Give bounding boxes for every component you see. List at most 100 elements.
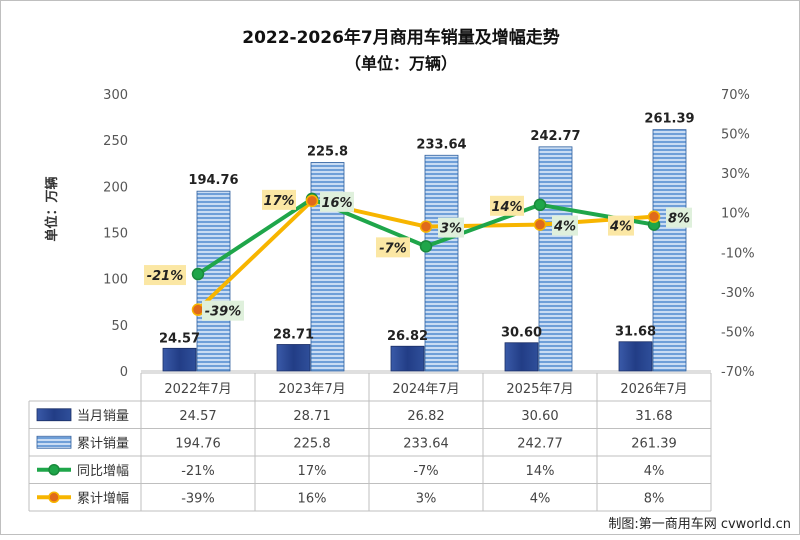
category-label: 2025年7月: [506, 382, 573, 397]
cumulative-bar: [652, 129, 687, 372]
data-labels: 24.57 194.76 28.71 225.8 26.82 233.64 30.60 242…: [144, 112, 695, 346]
y-tick-label: 200: [103, 180, 128, 195]
chart-subtitle: （单位：万辆）: [345, 54, 457, 73]
cumulative-growth-marker: [419, 220, 433, 233]
cumulative-bar: [538, 146, 573, 372]
yoy-growth-label: 17%: [263, 194, 294, 209]
chart-title: 2022-2026年7月商用车销量及增幅走势: [242, 27, 560, 48]
monthly-bar: [618, 341, 653, 372]
monthly-bar: [504, 342, 539, 372]
y-tick-label: 300: [103, 88, 128, 103]
table-cell: 261.39: [631, 436, 677, 451]
yoy-growth-marker: [191, 267, 205, 281]
yoy-growth-label: -7%: [379, 241, 406, 256]
yoy-growth-label: 4%: [609, 220, 632, 235]
y2-tick-label: 70%: [721, 88, 750, 103]
table-cell: 233.64: [403, 436, 449, 451]
monthly-bar: [276, 344, 311, 372]
table-cell: 242.77: [517, 436, 563, 451]
legend-label: 累计销量: [77, 436, 129, 451]
cumulative-bar: [424, 154, 459, 372]
cumulative-value-label: 261.39: [644, 112, 694, 127]
yoy-growth-label-bg: [144, 265, 186, 286]
cumulative-growth-label-bg: [320, 191, 354, 212]
y2-tick-label: 10%: [721, 207, 750, 222]
y2-tick-label: 30%: [721, 167, 750, 182]
y-tick-label: 0: [120, 365, 128, 380]
cumulative-growth-label: 4%: [553, 220, 576, 235]
legend-key-cumulative-growth-marker: [48, 491, 60, 503]
cumulative-growth-label-bg: [552, 215, 578, 236]
table-cell: 28.71: [293, 409, 330, 424]
cumulative-growth-label-bg: [202, 300, 244, 321]
cumulative-value-label: 225.8: [307, 145, 348, 160]
table-cell: 4%: [644, 464, 665, 479]
cumulative-growth-label: 3%: [440, 222, 462, 237]
y2-tick-label: -30%: [721, 286, 755, 301]
y2-tick-label: -50%: [721, 325, 755, 340]
y-tick-label: 150: [103, 227, 128, 242]
table-cell: 17%: [298, 464, 327, 479]
table-cell: -39%: [181, 491, 215, 506]
cumulative-value-label: 233.64: [416, 137, 466, 152]
yoy-growth-label: -21%: [147, 269, 184, 284]
monthly-value-label: 31.68: [615, 325, 656, 340]
category-label: 2024年7月: [392, 382, 459, 397]
right-axis-ticks: 70% 50% 30% 10% -10% -30% -50% -70%: [721, 88, 755, 380]
table-cell: 16%: [298, 491, 327, 506]
cumulative-growth-marker: [647, 210, 661, 223]
yoy-growth-label: 14%: [491, 200, 522, 215]
table-cell: 8%: [644, 491, 665, 506]
yoy-growth-label-bg: [262, 189, 296, 210]
y2-tick-label: -70%: [721, 365, 755, 380]
monthly-value-label: 26.82: [387, 329, 428, 344]
cumulative-growth-label: 8%: [668, 212, 690, 227]
y-tick-label: 250: [103, 134, 128, 149]
table-cell: 24.57: [179, 409, 216, 424]
monthly-value-label: 30.60: [501, 326, 542, 341]
cumulative-growth-label: 16%: [321, 196, 352, 211]
cumulative-bar: [196, 190, 231, 372]
cumulative-growth-label: -39%: [205, 305, 242, 320]
y-tick-label: 50: [111, 319, 128, 334]
y2-tick-label: -10%: [721, 246, 755, 261]
category-label: 2026年7月: [620, 382, 687, 397]
cumulative-growth-marker: [191, 303, 205, 316]
table-cell: 31.68: [635, 409, 672, 424]
cumulative-value-label: 194.76: [188, 173, 238, 188]
table-cell: 30.60: [521, 409, 558, 424]
yoy-growth-label-bg: [376, 237, 410, 258]
cumulative-growth-label-bg: [666, 207, 692, 228]
y-axis-label: 单位：万辆: [44, 176, 60, 241]
monthly-bar: [390, 345, 425, 372]
yoy-growth-label-bg: [608, 215, 634, 236]
y2-tick-label: 50%: [721, 128, 750, 143]
yoy-growth-marker: [533, 198, 547, 212]
table-cell: 26.82: [407, 409, 444, 424]
yoy-growth-label-bg: [490, 195, 524, 216]
monthly-value-label: 24.57: [159, 331, 200, 346]
legend-key-monthly: [36, 408, 72, 422]
table-cell: 225.8: [293, 436, 330, 451]
category-label: 2022年7月: [164, 382, 231, 397]
chart-credit: 制图:第一商用车网 cvworld.cn: [608, 516, 791, 532]
left-axis-ticks: 0 50 100 150 200 250 300: [103, 88, 128, 380]
yoy-growth-marker: [419, 240, 433, 253]
cumulative-value-label: 242.77: [530, 129, 580, 144]
monthly-bar: [162, 347, 197, 372]
table-cell: 194.76: [175, 436, 221, 451]
table-cell: 14%: [526, 464, 555, 479]
legend-key-yoy-marker: [48, 464, 60, 476]
legend-label: 累计增幅: [77, 491, 129, 506]
cumulative-growth-marker: [533, 218, 547, 231]
legend-key-cumulative: [36, 435, 72, 449]
legend-label: 当月销量: [77, 409, 129, 424]
cumulative-growth-label-bg: [438, 217, 464, 238]
table-cell: -21%: [181, 464, 215, 479]
legend-label: 同比增幅: [77, 464, 129, 479]
table-cell: 4%: [530, 491, 551, 506]
table-cell: 3%: [416, 491, 437, 506]
